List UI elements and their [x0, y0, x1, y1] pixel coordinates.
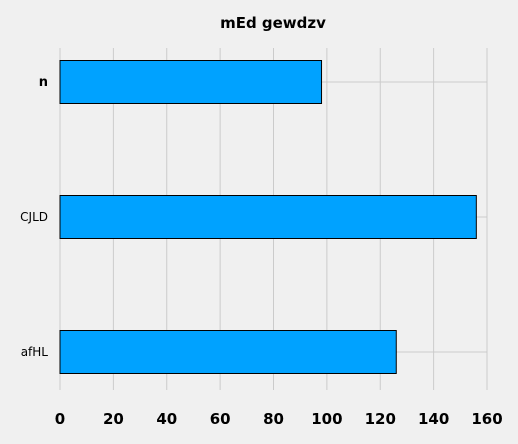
- x-tick-labels: 0 20 40 60 80 100 120 140 160: [55, 410, 503, 428]
- y-category-labels: n CJLD afHL: [20, 75, 48, 359]
- x-tick-label: 160: [471, 410, 502, 428]
- x-tick-label: 20: [103, 410, 124, 428]
- x-tick-label: 80: [263, 410, 284, 428]
- y-category-label: CJLD: [20, 210, 48, 224]
- bar-cjld: [59, 195, 477, 239]
- chart-title: mEd gewdzv: [220, 14, 326, 32]
- bar-afhl: [59, 330, 397, 374]
- y-category-label: afHL: [21, 345, 49, 359]
- x-tick-label: 60: [210, 410, 231, 428]
- x-tick-label: 140: [418, 410, 449, 428]
- bar-n: [59, 60, 323, 104]
- y-category-label: n: [39, 75, 48, 90]
- x-tick-label: 0: [55, 410, 65, 428]
- x-tick-label: 120: [365, 410, 396, 428]
- x-tick-label: 100: [311, 410, 342, 428]
- x-tick-label: 40: [156, 410, 177, 428]
- bar-layer: [59, 60, 477, 374]
